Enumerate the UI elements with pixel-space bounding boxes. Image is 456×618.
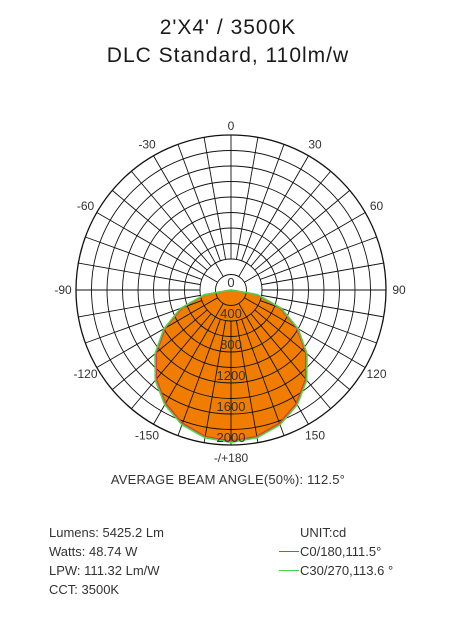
legend-label-c0: C0/180,111.5° xyxy=(300,544,382,559)
unit-label: UNIT:cd xyxy=(300,525,347,540)
legend-swatch-c30 xyxy=(279,570,299,571)
radial-label: 1600 xyxy=(217,399,246,414)
grid-spoke xyxy=(250,170,331,267)
beam-angle-label: AVERAGE BEAM ANGLE(50%): 112.5° xyxy=(110,472,346,487)
grid-spoke xyxy=(78,294,201,318)
angle-label: 60 xyxy=(370,199,384,213)
chart-title: 2'X4' / 3500K xyxy=(159,16,297,39)
radial-label: 2000 xyxy=(217,430,246,445)
grid-spoke xyxy=(153,155,224,277)
angle-label: 150 xyxy=(305,429,325,443)
grid-spoke xyxy=(96,297,218,368)
series-line-1 xyxy=(154,289,308,444)
angle-label: -90 xyxy=(54,283,72,297)
chart-subtitle: DLC Standard, 110lm/w xyxy=(106,44,350,67)
angle-label: 90 xyxy=(392,283,406,297)
legend-item-c0: C0/180,111.5° xyxy=(279,542,393,561)
radial-label: 1200 xyxy=(217,368,246,383)
grid-spoke xyxy=(111,309,208,390)
angle-label: -30 xyxy=(138,138,156,152)
angle-label: -60 xyxy=(77,199,95,213)
watts-value: Watts: 48.74 W xyxy=(49,544,138,559)
angle-label: -/+180 xyxy=(214,451,249,465)
grid-spoke xyxy=(244,212,366,283)
grid-spoke xyxy=(177,144,221,262)
grid-spoke xyxy=(261,294,384,318)
grid-spoke xyxy=(235,137,259,260)
legend-label-c30: C30/270,113.6 ° xyxy=(300,563,394,578)
grid-spoke xyxy=(254,309,351,390)
grid-spoke xyxy=(254,190,351,271)
legend-item-c30: C30/270,113.6 ° xyxy=(279,561,393,580)
grid-spoke xyxy=(238,155,309,277)
grid-spoke xyxy=(131,170,212,267)
grid-spoke xyxy=(85,236,203,280)
angle-label: 0 xyxy=(228,119,235,133)
grid-spoke xyxy=(235,320,259,443)
grid-spoke xyxy=(203,137,227,260)
angle-label: -150 xyxy=(135,429,159,443)
grid-spoke xyxy=(244,297,366,368)
cct-value: CCT: 3500K xyxy=(49,582,120,597)
grid-spoke xyxy=(241,144,285,262)
grid-spoke xyxy=(177,318,221,436)
lpw-value: LPW: 111.32 Lm/W xyxy=(49,563,160,578)
grid-spoke xyxy=(78,262,201,286)
legend-swatch-c0 xyxy=(279,551,299,552)
legend: UNIT:cd C0/180,111.5° C30/270,113.6 ° xyxy=(279,523,393,580)
radial-label: 400 xyxy=(220,306,242,321)
grid-ring xyxy=(215,274,247,306)
grid-spoke xyxy=(241,318,285,436)
grid-spoke xyxy=(131,313,212,410)
angle-label: 30 xyxy=(308,138,322,152)
angle-label: -120 xyxy=(73,367,97,381)
grid-spoke xyxy=(203,320,227,443)
lumens-value: Lumens: 5425.2 Lm xyxy=(49,525,164,540)
grid-spoke xyxy=(261,262,384,286)
grid-spoke xyxy=(250,313,331,410)
angle-label: 120 xyxy=(366,367,386,381)
grid-spoke xyxy=(111,190,208,271)
stats-block: Lumens: 5425.2 Lm Watts: 48.74 W LPW: 11… xyxy=(49,523,164,599)
radial-label: 0 xyxy=(227,275,234,290)
grid-spoke xyxy=(259,236,377,280)
polar-intensity-chart: -/+180 150 120 90 60 30 0 -30 -60 -90 -120 -150 0 400… xyxy=(54,119,406,465)
grid-spoke xyxy=(96,212,218,283)
radial-label: 800 xyxy=(220,337,242,352)
